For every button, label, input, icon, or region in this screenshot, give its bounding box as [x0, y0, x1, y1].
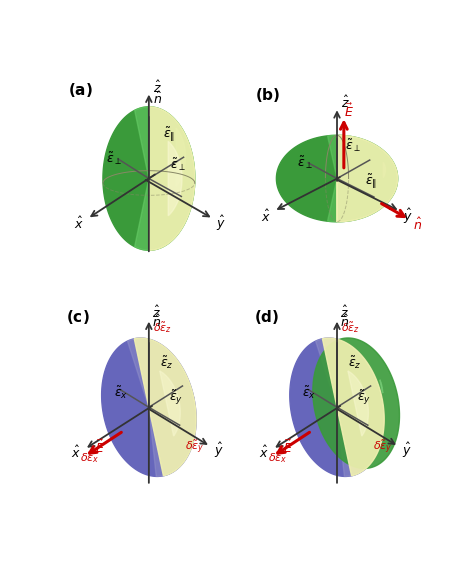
Text: $\delta\tilde{\varepsilon}_{x}$: $\delta\tilde{\varepsilon}_{x}$	[268, 450, 288, 465]
Polygon shape	[322, 338, 384, 476]
Polygon shape	[134, 338, 196, 476]
Polygon shape	[290, 338, 384, 476]
Text: $\vec{E}$: $\vec{E}$	[344, 103, 354, 119]
Text: $\delta\tilde{\varepsilon}_{x}$: $\delta\tilde{\varepsilon}_{x}$	[80, 450, 100, 465]
Text: $\hat{x}$: $\hat{x}$	[71, 445, 81, 461]
Text: $\tilde{\varepsilon}_{y}$: $\tilde{\varepsilon}_{y}$	[357, 388, 371, 407]
Polygon shape	[328, 135, 398, 222]
Polygon shape	[135, 107, 195, 250]
Polygon shape	[168, 142, 182, 216]
Text: $\hat{y}$: $\hat{y}$	[216, 214, 226, 233]
Text: $\tilde{\varepsilon}_{\perp}$: $\tilde{\varepsilon}_{\perp}$	[106, 150, 122, 167]
Text: $\hat{x}$: $\hat{x}$	[74, 216, 84, 233]
Text: $\mathbf{(c)}$: $\mathbf{(c)}$	[66, 307, 90, 325]
Text: $\hat{y}$: $\hat{y}$	[403, 207, 413, 226]
Polygon shape	[337, 135, 398, 222]
Text: $\hat{y}$: $\hat{y}$	[214, 441, 224, 461]
Text: $\tilde{\varepsilon}_{\|}$: $\tilde{\varepsilon}_{\|}$	[163, 126, 175, 144]
Text: $\hat{z}$: $\hat{z}$	[152, 305, 161, 321]
Text: $\hat{z}$: $\hat{z}$	[340, 305, 348, 321]
Text: $\tilde{\varepsilon}_{\perp}$: $\tilde{\varepsilon}_{\perp}$	[170, 156, 186, 172]
Text: $\tilde{\varepsilon}_{y}$: $\tilde{\varepsilon}_{y}$	[169, 388, 183, 407]
Polygon shape	[103, 107, 195, 250]
Text: $\hat{z}$: $\hat{z}$	[153, 80, 162, 96]
Text: $\hat{n}$: $\hat{n}$	[412, 217, 422, 233]
Text: $\hat{x}$: $\hat{x}$	[261, 208, 271, 224]
Text: $\delta\tilde{\varepsilon}_{y}$: $\delta\tilde{\varepsilon}_{y}$	[373, 439, 393, 456]
Text: $\tilde{\varepsilon}_{\perp}$: $\tilde{\varepsilon}_{\perp}$	[345, 137, 361, 154]
Text: $\delta\tilde{\varepsilon}_{z}$: $\delta\tilde{\varepsilon}_{z}$	[153, 320, 173, 335]
Text: $\hat{n}$: $\hat{n}$	[152, 314, 161, 330]
Text: $\mathbf{(b)}$: $\mathbf{(b)}$	[255, 86, 281, 104]
Polygon shape	[380, 380, 383, 393]
Polygon shape	[348, 371, 368, 436]
Polygon shape	[149, 107, 195, 250]
Text: $\tilde{\varepsilon}_{x}$: $\tilde{\varepsilon}_{x}$	[302, 385, 316, 401]
Polygon shape	[160, 371, 180, 436]
Polygon shape	[316, 338, 384, 476]
Text: $\tilde{\varepsilon}_{z}$: $\tilde{\varepsilon}_{z}$	[160, 354, 173, 371]
Polygon shape	[176, 128, 186, 186]
Text: $\mathbf{(d)}$: $\mathbf{(d)}$	[254, 307, 280, 325]
Text: $\tilde{\varepsilon}_{x}$: $\tilde{\varepsilon}_{x}$	[114, 385, 128, 401]
Text: $\vec{E}$: $\vec{E}$	[283, 439, 292, 456]
Text: $\tilde{\varepsilon}_{\perp}$: $\tilde{\varepsilon}_{\perp}$	[297, 154, 313, 171]
Text: $\hat{x}$: $\hat{x}$	[259, 445, 269, 461]
Text: $\hat{n}$: $\hat{n}$	[153, 91, 162, 107]
Text: $\hat{y}$: $\hat{y}$	[402, 441, 412, 461]
Text: $\mathbf{(a)}$: $\mathbf{(a)}$	[68, 81, 92, 99]
Polygon shape	[383, 162, 385, 177]
Polygon shape	[313, 338, 400, 469]
Polygon shape	[128, 338, 196, 476]
Polygon shape	[276, 135, 398, 222]
Text: $\hat{n}$: $\hat{n}$	[340, 314, 349, 330]
Text: $\delta\tilde{\varepsilon}_{z}$: $\delta\tilde{\varepsilon}_{z}$	[341, 320, 361, 335]
Text: $\tilde{\varepsilon}_{z}$: $\tilde{\varepsilon}_{z}$	[348, 354, 362, 371]
Text: $\hat{z}$: $\hat{z}$	[341, 95, 349, 111]
Text: $\vec{E}$: $\vec{E}$	[95, 439, 104, 456]
Text: $\delta\tilde{\varepsilon}_{y}$: $\delta\tilde{\varepsilon}_{y}$	[185, 439, 205, 456]
Text: $\tilde{\varepsilon}_{\|}$: $\tilde{\varepsilon}_{\|}$	[365, 172, 377, 191]
Polygon shape	[101, 338, 196, 476]
